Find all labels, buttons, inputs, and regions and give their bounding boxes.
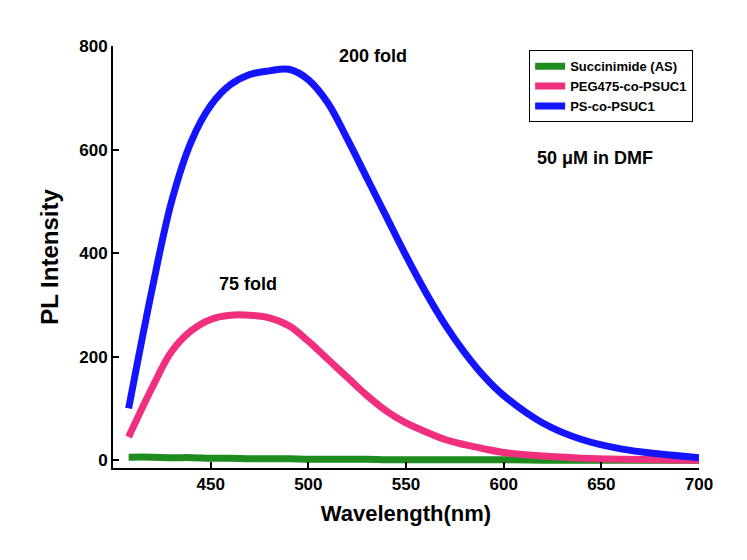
svg-text:400: 400 (79, 244, 107, 263)
svg-text:Wavelength(nm): Wavelength(nm) (321, 501, 491, 526)
svg-text:700: 700 (685, 475, 713, 494)
svg-text:Succinimide (AS): Succinimide (AS) (570, 59, 677, 74)
svg-text:450: 450 (196, 475, 224, 494)
svg-text:200 fold: 200 fold (339, 46, 407, 66)
svg-text:0: 0 (98, 451, 107, 470)
svg-text:200: 200 (79, 348, 107, 367)
svg-text:650: 650 (587, 475, 615, 494)
svg-text:600: 600 (79, 141, 107, 160)
svg-text:600: 600 (489, 475, 517, 494)
svg-text:500: 500 (294, 475, 322, 494)
svg-text:75 fold: 75 fold (219, 274, 277, 294)
svg-text:50 μM in DMF: 50 μM in DMF (537, 148, 653, 168)
svg-text:PL Intensity: PL Intensity (36, 189, 63, 325)
svg-text:PEG475-co-PSUC1: PEG475-co-PSUC1 (570, 79, 686, 94)
svg-text:800: 800 (79, 37, 107, 56)
svg-text:PS-co-PSUC1: PS-co-PSUC1 (570, 99, 655, 114)
svg-text:550: 550 (392, 475, 420, 494)
